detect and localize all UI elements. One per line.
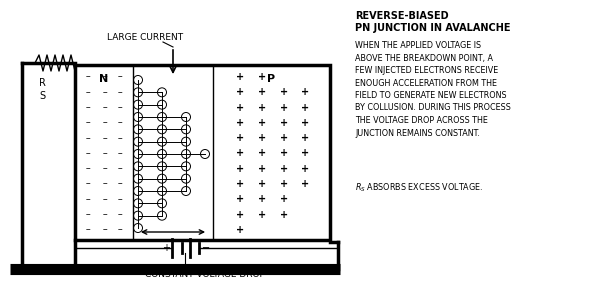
Text: +: + bbox=[258, 164, 266, 174]
Text: −: − bbox=[103, 210, 108, 219]
Text: −: − bbox=[86, 180, 90, 188]
Text: −: − bbox=[103, 149, 108, 158]
Text: −: − bbox=[86, 149, 90, 158]
Text: +: + bbox=[236, 103, 244, 113]
Text: +: + bbox=[280, 87, 288, 97]
Text: +: + bbox=[280, 118, 288, 128]
Text: −: − bbox=[86, 103, 90, 112]
Text: +: + bbox=[258, 133, 266, 143]
Text: +: + bbox=[258, 149, 266, 158]
Text: −: − bbox=[86, 72, 90, 82]
Text: PN JUNCTION IN AVALANCHE: PN JUNCTION IN AVALANCHE bbox=[355, 23, 511, 33]
Text: +: + bbox=[258, 103, 266, 113]
Text: +: + bbox=[280, 210, 288, 220]
Text: P: P bbox=[268, 74, 275, 84]
Text: −: − bbox=[118, 149, 122, 158]
Text: +: + bbox=[258, 87, 266, 97]
Text: −: − bbox=[118, 103, 122, 112]
Text: −: − bbox=[118, 195, 122, 204]
Text: R: R bbox=[38, 78, 46, 88]
Text: +: + bbox=[280, 103, 288, 113]
Text: −: − bbox=[86, 164, 90, 173]
Text: −: − bbox=[202, 243, 210, 253]
Text: −: − bbox=[86, 118, 90, 127]
Text: −: − bbox=[86, 226, 90, 235]
Text: −: − bbox=[118, 226, 122, 235]
Text: +: + bbox=[258, 179, 266, 189]
Text: −: − bbox=[86, 210, 90, 219]
Text: +: + bbox=[236, 133, 244, 143]
Text: +: + bbox=[258, 118, 266, 128]
Text: $R_S$ ABSORBS EXCESS VOLTAGE.: $R_S$ ABSORBS EXCESS VOLTAGE. bbox=[355, 181, 483, 194]
Text: +: + bbox=[280, 149, 288, 158]
Text: WHEN THE APPLIED VOLTAGE IS
ABOVE THE BREAKDOWN POINT, A
FEW INJECTED ELECTRONS : WHEN THE APPLIED VOLTAGE IS ABOVE THE BR… bbox=[355, 41, 511, 138]
Text: REVERSE-BIASED: REVERSE-BIASED bbox=[355, 11, 449, 21]
Text: +: + bbox=[301, 149, 309, 158]
Text: +: + bbox=[280, 133, 288, 143]
Text: +: + bbox=[280, 164, 288, 174]
Text: +: + bbox=[280, 194, 288, 204]
Text: +: + bbox=[280, 179, 288, 189]
Text: −: − bbox=[118, 72, 122, 82]
Text: +: + bbox=[258, 72, 266, 82]
Text: −: − bbox=[118, 180, 122, 188]
Text: −: − bbox=[103, 180, 108, 188]
Text: −: − bbox=[103, 72, 108, 82]
Text: −: − bbox=[86, 88, 90, 97]
Text: +: + bbox=[236, 164, 244, 174]
Text: −: − bbox=[118, 134, 122, 143]
Text: +: + bbox=[301, 118, 309, 128]
Text: +: + bbox=[236, 118, 244, 128]
Text: +: + bbox=[258, 194, 266, 204]
Text: −: − bbox=[86, 195, 90, 204]
Text: −: − bbox=[103, 103, 108, 112]
Text: +: + bbox=[236, 87, 244, 97]
Text: −: − bbox=[118, 210, 122, 219]
Text: +: + bbox=[301, 103, 309, 113]
Text: CONSTANT VOLTAGE DROP: CONSTANT VOLTAGE DROP bbox=[145, 270, 265, 279]
Text: −: − bbox=[103, 226, 108, 235]
Text: −: − bbox=[118, 88, 122, 97]
Text: −: − bbox=[103, 164, 108, 173]
Text: −: − bbox=[103, 118, 108, 127]
Text: +: + bbox=[236, 149, 244, 158]
Text: −: − bbox=[103, 88, 108, 97]
Bar bbox=[75, 65, 330, 240]
Text: N: N bbox=[99, 74, 109, 84]
Text: +: + bbox=[236, 72, 244, 82]
Text: LARGE CURRENT: LARGE CURRENT bbox=[107, 33, 183, 42]
Text: +: + bbox=[236, 225, 244, 235]
Text: +: + bbox=[236, 179, 244, 189]
Text: +: + bbox=[301, 179, 309, 189]
Text: −: − bbox=[118, 164, 122, 173]
Text: +: + bbox=[236, 194, 244, 204]
Text: S: S bbox=[39, 91, 45, 101]
Text: +: + bbox=[236, 210, 244, 220]
Text: +: + bbox=[301, 133, 309, 143]
Text: +: + bbox=[162, 243, 170, 253]
Text: −: − bbox=[86, 134, 90, 143]
Text: +: + bbox=[301, 164, 309, 174]
Text: +: + bbox=[301, 87, 309, 97]
Text: −: − bbox=[103, 134, 108, 143]
Text: −: − bbox=[118, 118, 122, 127]
Text: +: + bbox=[258, 210, 266, 220]
Text: −: − bbox=[103, 195, 108, 204]
